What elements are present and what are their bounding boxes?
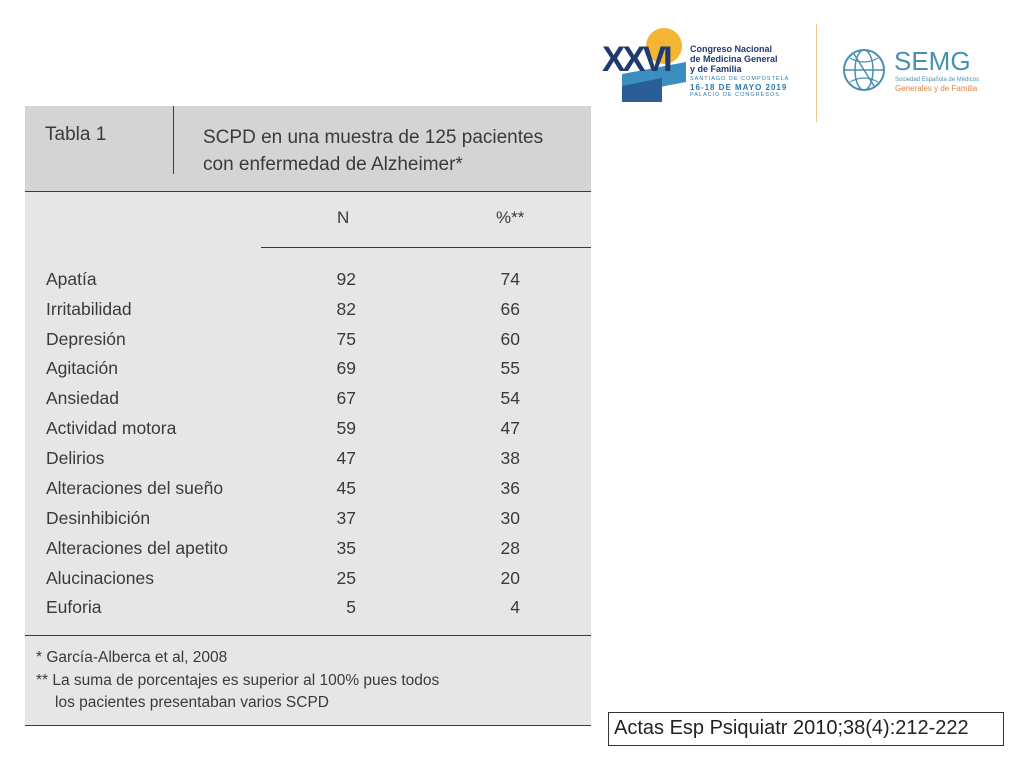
row-percent: 54 [500, 388, 520, 408]
table-row: Delirios 47 38 [25, 443, 591, 473]
row-label: Euforia [46, 597, 102, 617]
row-percent: 28 [500, 538, 520, 558]
table-label: Tabla 1 [45, 124, 107, 145]
congress-line-2: de Medicina General [690, 54, 778, 64]
table-figure: Tabla 1 SCPD en una muestra de 125 pacie… [25, 106, 591, 726]
table-title-line-2: con enfermedad de Alzheimer* [203, 154, 463, 175]
table-footnotes: * García-Alberca et al, 2008 ** La suma … [25, 636, 591, 725]
row-n: 92 [336, 269, 356, 289]
row-n: 25 [336, 568, 356, 588]
row-label: Alteraciones del apetito [46, 538, 228, 558]
header-divider [173, 106, 174, 174]
row-label: Alteraciones del sueño [46, 478, 224, 498]
table-body: N %** Apatía 92 74 Irritabilidad 82 66 D… [25, 192, 591, 635]
row-label: Depresión [46, 329, 126, 349]
semg-subtitle-1: Sociedad Española de Médicos [895, 77, 980, 83]
semg-subtitle-2: Generales y de Familia [895, 84, 978, 93]
row-percent: 4 [510, 597, 520, 617]
congress-line-1: Congreso Nacional [690, 44, 773, 54]
table-row: Desinhibición 37 30 [25, 503, 591, 533]
row-percent: 47 [500, 418, 520, 438]
row-percent: 66 [500, 299, 520, 319]
congress-numeral: XXVI [602, 40, 673, 79]
table-row: Alucinaciones 25 20 [25, 563, 591, 593]
table-header: Tabla 1 SCPD en una muestra de 125 pacie… [25, 106, 591, 191]
footnote-2-continued: los pacientes presentaban varios SCPD [55, 694, 329, 711]
column-header-rule [261, 247, 591, 248]
congress-line-3: y de Familia [690, 64, 742, 74]
semg-globe-icon [843, 49, 885, 91]
row-n: 47 [336, 448, 356, 468]
table-row: Agitación 69 55 [25, 353, 591, 383]
table-title: SCPD en una muestra de 125 pacientes con… [203, 124, 583, 178]
table-row: Alteraciones del sueño 45 36 [25, 473, 591, 503]
table-row: Irritabilidad 82 66 [25, 294, 591, 324]
row-label: Apatía [46, 269, 97, 289]
column-header-percent: %** [496, 208, 525, 227]
semg-logo: SEMG Sociedad Española de Médicos Genera… [840, 44, 990, 98]
row-n: 45 [336, 478, 356, 498]
congress-emblem-icon [622, 28, 686, 102]
row-n: 59 [336, 418, 356, 438]
table-row: Actividad motora 59 47 [25, 413, 591, 443]
row-percent: 20 [500, 568, 520, 588]
row-n: 67 [336, 388, 356, 408]
table-row: Alteraciones del apetito 35 28 [25, 533, 591, 563]
table-row: Ansiedad 67 54 [25, 383, 591, 413]
row-n: 5 [346, 597, 356, 617]
column-header-n: N [337, 208, 350, 227]
row-n: 69 [336, 358, 356, 378]
row-label: Desinhibición [46, 508, 151, 528]
congress-logo: XXVI Congreso Nacional de Medicina Gener… [602, 24, 798, 104]
footnote-2: ** La suma de porcentajes es superior al… [36, 672, 440, 689]
congress-text: Congreso Nacional de Medicina General y … [690, 44, 800, 99]
semg-name: SEMG [894, 46, 971, 76]
congress-venue: PALACIO DE CONGRESOS [690, 92, 780, 98]
citation-text: Actas Esp Psiquiatr 2010;38(4):212-222 [614, 717, 969, 739]
table-row: Apatía 92 74 [25, 264, 591, 294]
logo-divider [816, 24, 817, 122]
row-label: Ansiedad [46, 388, 119, 408]
row-percent: 74 [500, 269, 520, 289]
row-label: Alucinaciones [46, 568, 154, 588]
citation-box: Actas Esp Psiquiatr 2010;38(4):212-222 [608, 712, 1004, 746]
row-label: Actividad motora [46, 418, 177, 438]
row-percent: 30 [500, 508, 520, 528]
row-n: 82 [336, 299, 356, 319]
row-n: 37 [336, 508, 356, 528]
row-percent: 36 [500, 478, 520, 498]
table-title-line-1: SCPD en una muestra de 125 pacientes [203, 127, 544, 148]
footer-rule [25, 635, 591, 636]
table-row: Euforia 5 4 [25, 592, 591, 622]
row-label: Irritabilidad [46, 299, 132, 319]
row-percent: 60 [500, 329, 520, 349]
row-percent: 38 [500, 448, 520, 468]
congress-dates: 16-18 DE MAYO 2019 [690, 83, 788, 92]
congress-place: SANTIAGO DE COMPOSTELA [690, 76, 790, 82]
row-label: Agitación [46, 358, 118, 378]
row-n: 75 [336, 329, 356, 349]
header-rule [25, 191, 591, 192]
row-n: 35 [336, 538, 356, 558]
bottom-rule [25, 725, 591, 726]
footnote-1: * García-Alberca et al, 2008 [36, 649, 228, 666]
table-row: Depresión 75 60 [25, 324, 591, 354]
row-percent: 55 [500, 358, 520, 378]
row-label: Delirios [46, 448, 105, 468]
